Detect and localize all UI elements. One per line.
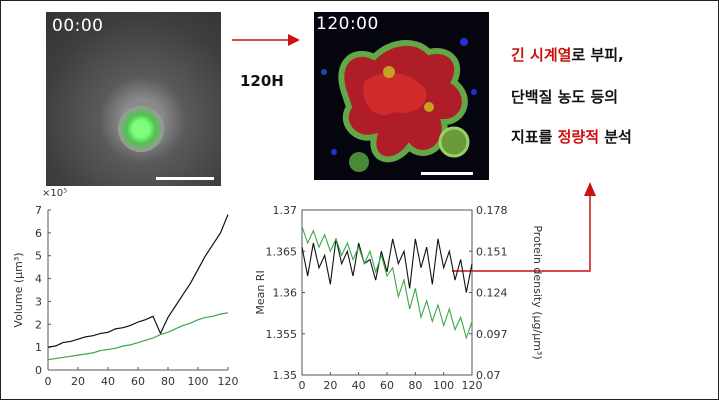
y-tick-label: 1.37: [273, 204, 298, 217]
y2-tick-label: 0.178: [476, 204, 508, 217]
x-tick-label: 20: [323, 379, 337, 392]
timestamp-end: 120:00: [316, 14, 379, 34]
x-tick-label: 20: [71, 375, 85, 388]
series-line-0: [47, 214, 229, 348]
y-tick-label: 0: [35, 364, 42, 377]
y2-axis-label: Protein density (μg/μm³): [531, 225, 544, 359]
caption-text-1: 로 부피,: [571, 46, 624, 64]
y-tick-label: 1.365: [266, 245, 298, 258]
x-tick-label: 40: [352, 379, 366, 392]
timestamp-start: 00:00: [52, 16, 104, 36]
y-tick-label: 1.36: [273, 287, 298, 300]
caption-prefix-3: 지표를: [511, 128, 558, 146]
y-multiplier: ×10⁵: [42, 188, 67, 199]
x-tick-label: 60: [131, 375, 145, 388]
microscopy-image-end: 120:00: [314, 12, 489, 180]
x-tick-label: 80: [161, 375, 175, 388]
y-tick-label: 2: [35, 318, 42, 331]
ri-chart: 0 20 40 60 80 100 120 1.35 1.355 1.36 1.365 1.37 0.0…: [254, 204, 544, 392]
y-tick-label: 4: [35, 273, 42, 286]
y-tick-label: 7: [35, 204, 42, 217]
volume-chart: 0 20 40 60 80 100 120 0 1 2 3 4 5 6 7×10⁵ Volume (μm³): [12, 188, 239, 388]
y2-tick-label: 0.097: [476, 328, 508, 341]
y2-tick-label: 0.07: [476, 369, 501, 382]
series-line-0: [301, 238, 473, 293]
x-tick-label: 100: [433, 379, 454, 392]
y-tick-label: 1.35: [273, 369, 298, 382]
scale-bar: [421, 172, 473, 175]
series-line-1: [301, 226, 473, 340]
arrow-label: 120H: [240, 72, 284, 90]
caption-highlight-3: 정량적: [557, 128, 600, 146]
y-tick-label: 6: [35, 227, 42, 240]
y-tick-label: 3: [35, 295, 42, 308]
x-tick-label: 120: [218, 375, 239, 388]
y-tick-label: 5: [35, 250, 42, 263]
x-tick-label: 120: [462, 379, 483, 392]
microscopy-image-start: 00:00: [46, 12, 221, 186]
y-axis-label: Volume (μm³): [12, 252, 25, 327]
caption-line-1: 긴 시계열로 부피,: [511, 44, 624, 65]
y2-tick-label: 0.124: [476, 287, 508, 300]
x-tick-label: 100: [188, 375, 209, 388]
x-tick-label: 80: [408, 379, 422, 392]
x-tick-label: 40: [101, 375, 115, 388]
series-line-1: [47, 312, 229, 361]
x-tick-label: 0: [45, 375, 52, 388]
organoid-end: [321, 38, 477, 172]
y-axis-label: Mean RI: [254, 270, 267, 314]
caption-suffix-3: 분석: [599, 128, 632, 146]
scale-bar: [156, 177, 214, 180]
x-tick-label: 60: [380, 379, 394, 392]
y-tick-label: 1: [35, 341, 42, 354]
caption-line-2: 단백질 농도 등의: [511, 88, 619, 106]
x-tick-label: 0: [299, 379, 306, 392]
caption-highlight-1: 긴 시계열: [511, 46, 572, 64]
organoid-start: [118, 106, 164, 152]
y-tick-label: 1.355: [266, 328, 298, 341]
caption-line-3: 지표를 정량적 분석: [511, 126, 632, 147]
plot-box: [301, 209, 473, 376]
y2-tick-label: 0.151: [476, 245, 508, 258]
